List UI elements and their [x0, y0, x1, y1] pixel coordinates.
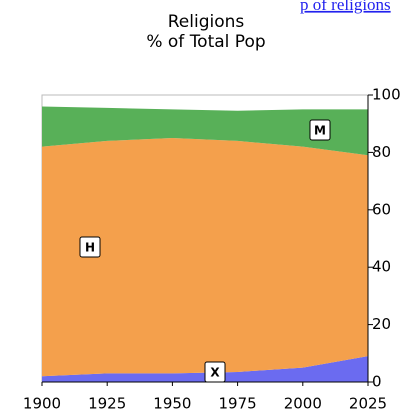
x-tick-label: 2025	[349, 395, 387, 413]
area-label-box	[309, 119, 331, 141]
y-tick-label: 100	[372, 86, 401, 104]
y-tick-label: 0	[372, 373, 382, 391]
y-tick-label: 60	[372, 200, 391, 218]
y-tick-label: 80	[372, 143, 391, 161]
area	[42, 138, 368, 377]
chart-title: Religions	[168, 12, 245, 32]
y-tick-label: 40	[372, 258, 391, 276]
area-label: X	[210, 366, 220, 380]
area-label-box	[204, 361, 226, 383]
x-tick-label: 1975	[219, 395, 257, 413]
x-tick-label: 2000	[284, 395, 322, 413]
x-tick-label: 1900	[23, 395, 61, 413]
area-label: M	[314, 124, 326, 138]
area-label-box	[79, 236, 101, 258]
chart-subtitle: % of Total Pop	[146, 32, 265, 52]
area	[42, 356, 368, 382]
x-tick-label: 1925	[88, 395, 126, 413]
area	[42, 106, 368, 156]
area-label: H	[85, 241, 95, 255]
y-tick-label: 20	[372, 315, 391, 333]
x-tick-label: 1950	[153, 395, 191, 413]
link[interactable]: p of religions	[300, 0, 391, 14]
